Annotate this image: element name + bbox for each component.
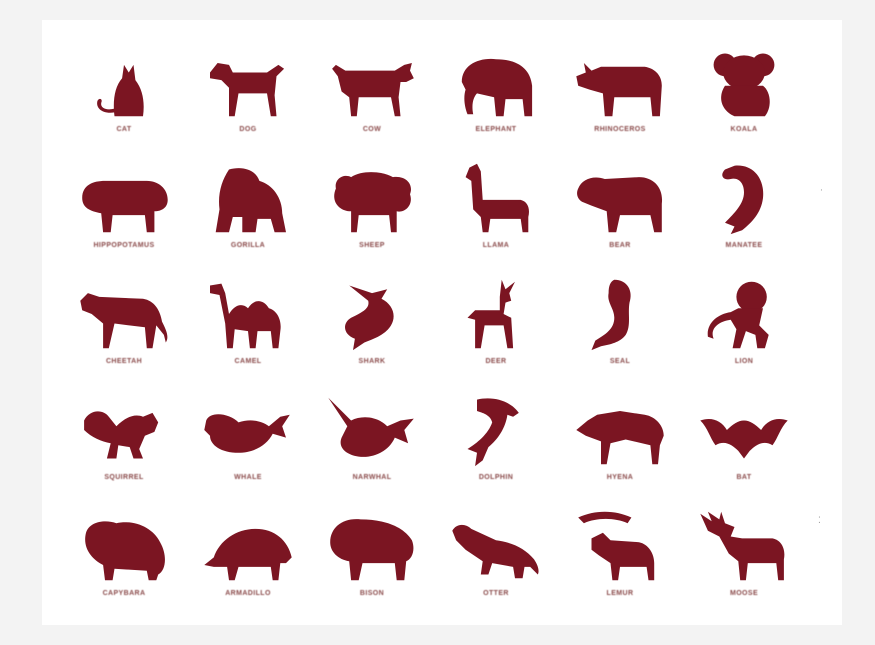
- animal-label: RHINOCEROS: [594, 126, 646, 133]
- animal-tile: BEAR: [558, 154, 682, 268]
- animal-label: SQUIRREL: [104, 474, 144, 481]
- animal-tile: DEER: [434, 270, 558, 384]
- animal-label: KOALA: [730, 126, 758, 133]
- animal-tile: BISON: [310, 502, 434, 616]
- koala-icon: [692, 38, 796, 120]
- animal-tile: WHALE: [186, 386, 310, 500]
- animal-tile: LEMUR: [558, 502, 682, 616]
- animal-label: ELEPHANT: [475, 126, 517, 133]
- hippopotamus-icon: [72, 154, 176, 236]
- animal-tile: ELEPHANT: [434, 38, 558, 152]
- animal-tile: CAT: [62, 38, 186, 152]
- moose-icon: [692, 502, 796, 584]
- animal-tile: MOOSE: [682, 502, 806, 616]
- animal-tile: NARWHAL: [310, 386, 434, 500]
- seal-icon: [568, 270, 672, 352]
- rhinoceros-icon: [568, 38, 672, 120]
- animal-label: LEMUR: [606, 590, 634, 597]
- camel-icon: [196, 270, 300, 352]
- dog-icon: [196, 38, 300, 120]
- capybara-icon: [72, 502, 176, 584]
- animal-label: LLAMA: [482, 242, 510, 249]
- animal-label: SHARK: [358, 358, 386, 365]
- animal-label: SHEEP: [359, 242, 385, 249]
- animal-tile: KOALA: [682, 38, 806, 152]
- cheetah-icon: [72, 270, 176, 352]
- squirrel-icon: [72, 386, 176, 468]
- animal-tile: SHEEP: [310, 154, 434, 268]
- animal-label: NARWHAL: [352, 474, 392, 481]
- edge-mark: ·: [820, 186, 823, 196]
- narwhal-icon: [320, 386, 424, 468]
- animal-tile: RHINOCEROS: [558, 38, 682, 152]
- animal-label: ARMADILLO: [225, 590, 271, 597]
- llama-icon: [444, 154, 548, 236]
- animal-grid: CAT DOG COW ELEPHANT RHINOCEROS KOALA HIPPOPOT…: [62, 38, 806, 616]
- animal-tile: OTTER: [434, 502, 558, 616]
- animal-tile: SEAL: [558, 270, 682, 384]
- animal-label: CHEETAH: [105, 358, 143, 365]
- animal-label: HYENA: [606, 474, 634, 481]
- hyena-icon: [568, 386, 672, 468]
- otter-icon: [444, 502, 548, 584]
- animal-label: MANATEE: [725, 242, 763, 249]
- lion-icon: [692, 270, 796, 352]
- animal-label: DOLPHIN: [478, 474, 514, 481]
- animal-label: COW: [362, 126, 382, 133]
- animal-label: SEAL: [609, 358, 631, 365]
- animal-tile: CAMEL: [186, 270, 310, 384]
- animal-tile: ARMADILLO: [186, 502, 310, 616]
- animal-label: WHALE: [234, 474, 262, 481]
- animal-tile: SHARK: [310, 270, 434, 384]
- animal-label: OTTER: [483, 590, 509, 597]
- icon-sheet: CAT DOG COW ELEPHANT RHINOCEROS KOALA HIPPOPOT…: [42, 20, 842, 625]
- animal-label: HIPPOPOTAMUS: [93, 242, 155, 249]
- animal-label: DEER: [485, 358, 507, 365]
- dolphin-icon: [444, 386, 548, 468]
- animal-label: LION: [734, 358, 754, 365]
- animal-label: BISON: [359, 590, 385, 597]
- whale-icon: [196, 386, 300, 468]
- animal-tile: LLAMA: [434, 154, 558, 268]
- gorilla-icon: [196, 154, 300, 236]
- animal-tile: CHEETAH: [62, 270, 186, 384]
- elephant-icon: [444, 38, 548, 120]
- deer-icon: [444, 270, 548, 352]
- animal-tile: HYENA: [558, 386, 682, 500]
- bear-icon: [568, 154, 672, 236]
- animal-tile: SQUIRREL: [62, 386, 186, 500]
- animal-tile: COW: [310, 38, 434, 152]
- animal-label: CAPYBARA: [102, 590, 146, 597]
- animal-label: BEAR: [609, 242, 631, 249]
- cat-icon: [72, 38, 176, 120]
- bison-icon: [320, 502, 424, 584]
- animal-label: DOG: [239, 126, 257, 133]
- manatee-icon: [692, 154, 796, 236]
- animal-label: CAMEL: [234, 358, 262, 365]
- animal-tile: BAT: [682, 386, 806, 500]
- shark-icon: [320, 270, 424, 352]
- animal-tile: DOG: [186, 38, 310, 152]
- animal-tile: HIPPOPOTAMUS: [62, 154, 186, 268]
- animal-label: MOOSE: [729, 590, 759, 597]
- lemur-icon: [568, 502, 672, 584]
- sheep-icon: [320, 154, 424, 236]
- animal-tile: LION: [682, 270, 806, 384]
- animal-tile: GORILLA: [186, 154, 310, 268]
- animal-tile: CAPYBARA: [62, 502, 186, 616]
- armadillo-icon: [196, 502, 300, 584]
- animal-label: BAT: [736, 474, 752, 481]
- animal-tile: DOLPHIN: [434, 386, 558, 500]
- animal-tile: MANATEE: [682, 154, 806, 268]
- edge-mark: ⁚: [818, 516, 821, 526]
- animal-label: GORILLA: [230, 242, 266, 249]
- bat-icon: [692, 386, 796, 468]
- cow-icon: [320, 38, 424, 120]
- animal-label: CAT: [116, 126, 132, 133]
